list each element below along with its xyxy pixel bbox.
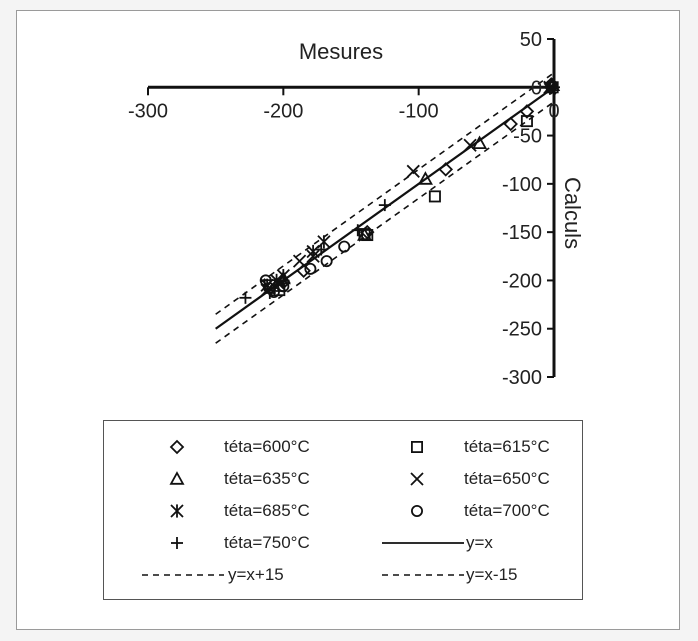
- legend-symbol-square: [411, 441, 423, 453]
- legend-item: téta=650°C: [344, 467, 584, 491]
- legend-label: y=x-15: [466, 565, 518, 584]
- legend-item: y=x+15: [104, 563, 344, 587]
- reference-line-3: [215, 101, 555, 344]
- data-point-plus: [351, 224, 364, 237]
- legend-label: téta=635°C: [224, 469, 310, 488]
- legend-symbol-diamond: [169, 439, 185, 455]
- data-point-x: [292, 254, 307, 268]
- legend-label: téta=650°C: [464, 469, 550, 488]
- legend-label: téta=750°C: [224, 533, 310, 552]
- legend-item: y=x-15: [344, 563, 584, 587]
- data-point-circle: [259, 274, 272, 287]
- data-point-x: [406, 164, 420, 178]
- data-point-x: [463, 138, 477, 152]
- data-point-asterisk: [269, 273, 284, 288]
- data-point-plus: [378, 199, 391, 212]
- data-point-asterisk: [306, 244, 320, 259]
- chart-legend: téta=600°C téta=615°C téta=635°C téta=650°C…: [103, 420, 583, 600]
- x-tick-label: -100: [399, 100, 439, 122]
- y-axis-title: Calculs: [560, 177, 585, 249]
- legend-label: téta=615°C: [464, 437, 550, 456]
- x-tick-label: 0: [548, 100, 559, 122]
- legend-item: téta=750°C: [104, 531, 344, 555]
- data-point-triangle: [417, 171, 433, 185]
- y-tick-label: 0: [531, 77, 542, 99]
- data-point-diamond: [519, 104, 535, 119]
- legend-label: téta=685°C: [224, 501, 310, 520]
- data-point-diamond: [296, 263, 311, 279]
- y-tick-label: -200: [502, 270, 542, 292]
- y-tick-label: -300: [502, 367, 542, 389]
- legend-symbol-circle: [411, 505, 423, 517]
- y-tick-label: 50: [520, 29, 542, 51]
- data-point-square: [520, 115, 533, 128]
- legend-item: téta=700°C: [344, 499, 584, 523]
- x-tick-label: -200: [263, 100, 303, 122]
- legend-label: téta=700°C: [464, 501, 550, 520]
- legend-label: y=x: [466, 533, 493, 552]
- y-tick-label: -100: [502, 174, 542, 196]
- data-point-circle: [267, 286, 280, 299]
- data-point-circle: [545, 79, 558, 92]
- chart-plot: -300 -200 -100 0500-50-100-150-200-250-300 …: [128, 29, 585, 389]
- legend-symbol-dashed-line: [142, 574, 224, 576]
- data-point-triangle: [472, 135, 488, 149]
- legend-item: téta=635°C: [104, 467, 344, 491]
- legend-item: téta=600°C: [104, 435, 344, 459]
- data-point-diamond: [503, 116, 518, 132]
- legend-symbol-x: [410, 472, 424, 486]
- data-point-triangle: [357, 227, 373, 241]
- legend-label: y=x+15: [228, 565, 284, 584]
- chart-frame: -300 -200 -100 0 50 0 -50 -100 -150 -200 -250 -300 …: [16, 10, 680, 630]
- legend-symbol-dashed-line: [382, 574, 464, 576]
- data-point-plus: [315, 243, 328, 256]
- data-point-circle: [304, 262, 317, 275]
- legend-symbol-asterisk: [170, 504, 184, 518]
- reference-line-2: [215, 72, 555, 315]
- data-point-plus: [263, 286, 276, 299]
- data-point-plus: [239, 291, 252, 304]
- data-point-diamond: [438, 162, 454, 177]
- data-point-asterisk: [317, 235, 331, 249]
- legend-item: téta=685°C: [104, 499, 344, 523]
- y-tick-label: -150: [502, 222, 542, 244]
- data-point-circle: [320, 255, 333, 268]
- x-axis-title: Mesures: [299, 39, 383, 64]
- legend-item: téta=615°C: [344, 435, 584, 459]
- legend-symbol-triangle: [169, 471, 185, 485]
- data-point-circle: [338, 240, 351, 253]
- data-point-plus: [277, 274, 290, 287]
- x-tick-label: -300: [128, 100, 168, 122]
- y-tick-label: -50: [513, 126, 542, 148]
- legend-label: téta=600°C: [224, 437, 310, 456]
- legend-symbol-solid-line: [382, 542, 464, 544]
- data-point-plus: [548, 81, 560, 94]
- legend-symbol-plus: [171, 537, 183, 549]
- legend-item: y=x: [344, 531, 584, 555]
- y-tick-label: -250: [502, 319, 542, 341]
- data-point-square: [428, 190, 441, 203]
